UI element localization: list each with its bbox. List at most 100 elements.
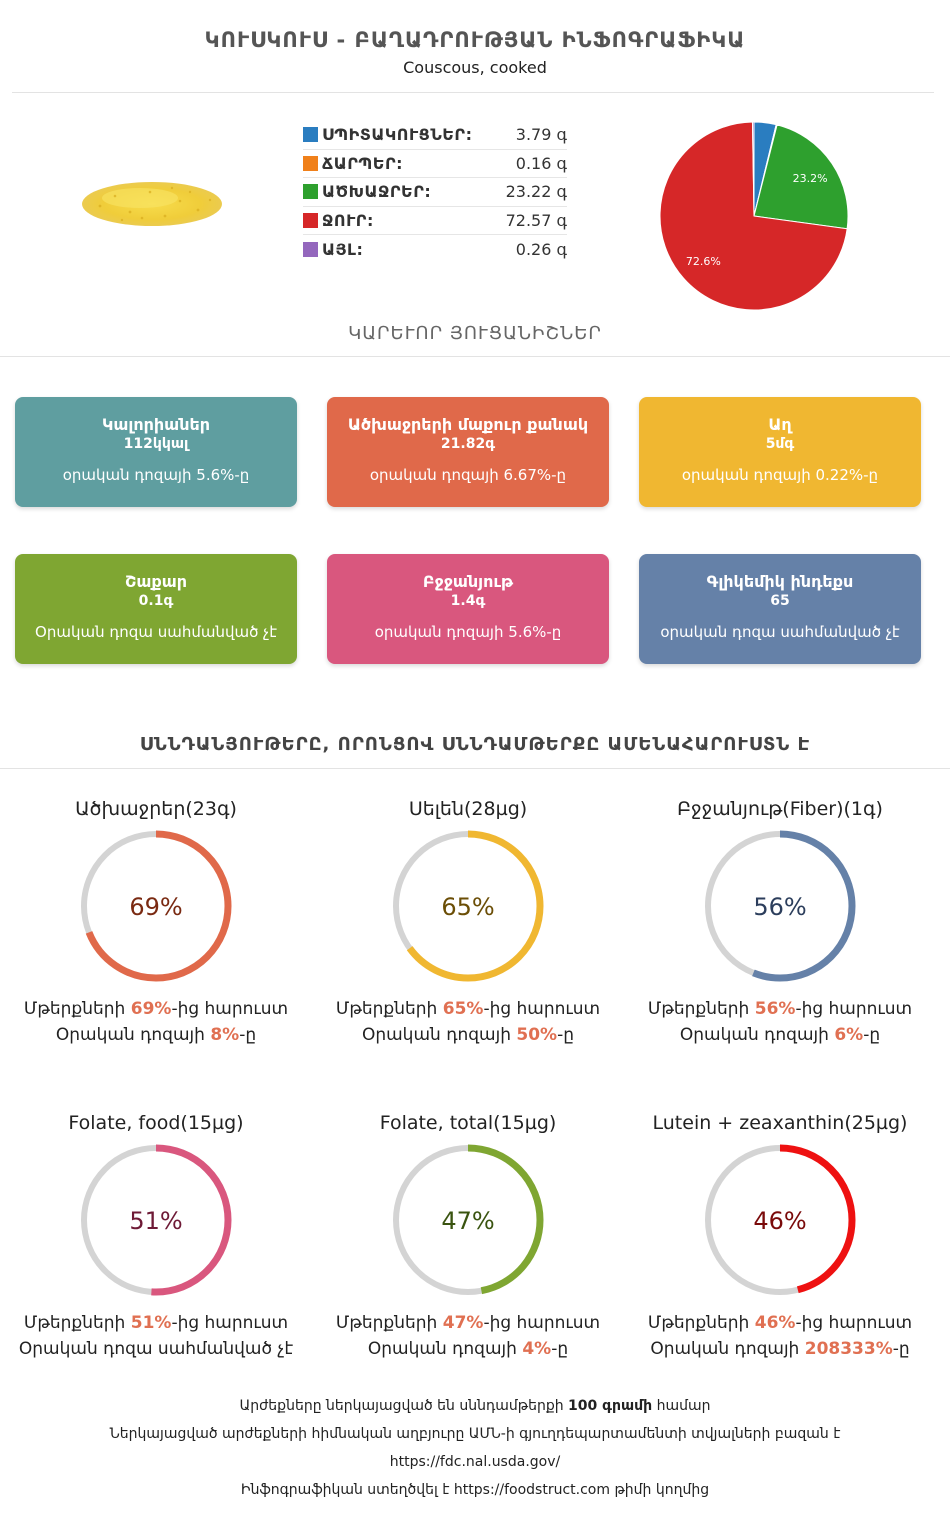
key-features-title: ԿԱՐԵՒՈՐ ՅՈՒՑԱՆԻՇՆԵՐ [348,323,602,344]
feature-card-note: օրական դոզայի 5.6%-ը [62,466,250,484]
nutrient-rank-text: Մթերքների [23,999,131,1019]
feature-card: Աղ 5մգ օրական դոզայի 0.22%-ը [639,397,921,507]
nutrient-daily-value: 208333% [804,1339,893,1359]
composition-row: ՃԱՐՊԵՐ: 0.16 գ [303,150,567,178]
feature-card-note: օրական դոզայի 5.6%-ը [374,623,562,641]
composition-label: ՃԱՐՊԵՐ: [322,153,404,173]
nutrient-name: Բջջանյութ(Fiber)(1գ) [677,798,883,820]
ring-progress [704,1144,856,1296]
page-subtitle: Couscous, cooked [403,58,547,77]
legend-swatch [303,155,318,171]
nutrient-daily-text: -ը [551,1339,569,1359]
ring-progress [80,1144,232,1296]
composition-pie-chart: 23.2% 72.6% [659,121,849,311]
footer-line-source: Ներկայացված արժեքների հիմնական աղբյուրը … [109,1426,841,1442]
nutrient-daily-text: Օրական դոզայի [679,1025,835,1045]
nutrient-daily-value: 8% [210,1025,240,1045]
pie-data-label: 72.6% [686,255,721,268]
nutrient-daily-text: Օրական դոզայի [55,1025,211,1045]
composition-row: ԱԾԽԱՋՐԵՐ: 23.22 գ [303,178,567,207]
legend-swatch [303,127,318,143]
feature-card-note: օրական դոզայի 6.67%-ը [369,466,567,484]
composition-row: ԱՅԼ: 0.26 գ [303,235,567,264]
feature-card-note: Օրական դոզա սահմանված չէ [35,623,277,641]
feature-card-note: օրական դոզայի 0.22%-ը [681,466,879,484]
nutrient-rank-value: 65% [442,999,484,1019]
composition-row: ՍՊԻՏԱԿՈՒՑՆԵՐ: 3.79 գ [303,121,567,150]
nutrient-item: Բջջանյութ(Fiber)(1գ) 56% Մթերքների 56%-ից … [630,798,930,1048]
feature-card-value: 112կկալ [123,436,189,452]
nutrient-rank-line: Մթերքների 56%-ից հարուստ [630,996,930,1022]
nutrient-daily-text: Օրական դոզայի [367,1339,523,1359]
feature-card-value: 5մգ [765,436,795,452]
composition-value: 0.26 գ [515,239,567,259]
feature-card-title: Գլիկեմիկ ինդեքս [706,572,854,591]
nutrient-daily-value: 4% [522,1339,552,1359]
nutrient-daily-line: Օրական դոզայի 208333%-ը [630,1336,930,1362]
nutrient-item: Folate, food(15µg) 51% Մթերքների 51%-ից հա… [6,1112,306,1362]
nutrient-rank-line: Մթերքների 65%-ից հարուստ [318,996,618,1022]
feature-card-note: օրական դոզա սահմանված չէ [660,623,900,641]
legend-swatch [303,212,318,228]
feature-card-title: Կալորիաներ [101,415,211,434]
nutrient-daily-text: -ը [892,1339,910,1359]
ring-percent: 46% [753,1207,806,1235]
footer-source-link[interactable]: https://fdc.nal.usda.gov/ [389,1454,561,1470]
nutrient-rank-text: -ից հարուստ [171,1313,289,1333]
nutrient-rank-text: -ից հարուստ [795,1313,913,1333]
nutrient-rank-text: -ից հարուստ [795,999,913,1019]
nutrient-rank-value: 69% [130,999,172,1019]
footer-line-credit: Ինֆոգրաֆիկան ստեղծվել է https://foodstru… [0,1476,950,1504]
legend-swatch [303,184,318,200]
nutrient-rank-value: 47% [442,1313,484,1333]
feature-card-value: 0.1գ [138,593,174,609]
nutrient-daily-line: Օրական դոզա սահմանված չէ [6,1336,306,1362]
header: ԿՈՒՍԿՈՒՍ - ԲԱՂԱԴՐՈՒԹՅԱՆ ԻՆՖՈԳՐԱՖԻԿԱ Cous… [0,28,950,77]
nutrient-ring: 47% [392,1144,544,1296]
nutrient-daily-text: Օրական դոզայի [361,1025,517,1045]
nutrient-daily-text: Օրական դոզա սահմանված չէ [18,1339,294,1359]
ring-percent: 56% [753,893,806,921]
feature-card-title: Շաքար [124,572,187,591]
nutrient-rank-value: 56% [754,999,796,1019]
ring-progress [392,1144,544,1296]
feature-card: Կալորիաներ 112կկալ օրական դոզայի 5.6%-ը [15,397,297,507]
nutrient-daily-value: 50% [516,1025,558,1045]
nutrient-daily-text: Օրական դոզայի [650,1339,805,1359]
feature-card-value: 65 [770,593,790,609]
nutrients-title: ՍՆՆԴԱՆՅՈՒԹԵՐԸ, ՈՐՈՆՑՈՎ ՍՆՆԴԱՄԹԵՐՔԸ ԱՄԵՆԱ… [139,734,811,755]
divider [12,92,934,93]
nutrient-rank-text: Մթերքների [335,999,443,1019]
composition-label: ԱՅԼ: [322,239,364,259]
ring-percent: 47% [441,1207,494,1235]
nutrient-rank-text: Մթերքների [647,1313,755,1333]
footer-text: Արժեքները ներկայացված են սննդամթերքի [239,1398,569,1414]
ring-progress [80,830,232,982]
nutrient-rank-line: Մթերքների 46%-ից հարուստ [630,1310,930,1336]
composition-label: ԱԾԽԱՋՐԵՐ: [322,182,432,202]
nutrient-rank-line: Մթերքների 47%-ից հարուստ [318,1310,618,1336]
page-title: ԿՈՒՍԿՈՒՍ - ԲԱՂԱԴՐՈՒԹՅԱՆ ԻՆՖՈԳՐԱՖԻԿԱ [204,28,746,52]
nutrient-rank-text: -ից հարուստ [483,999,601,1019]
nutrient-ring: 69% [80,830,232,982]
ring-progress [392,830,544,982]
footer: Արժեքները ներկայացված են սննդամթերքի 100… [0,1392,950,1504]
nutrient-daily-line: Օրական դոզայի 6%-ը [630,1022,930,1048]
composition-value: 72.57 գ [505,210,567,230]
feature-card: Գլիկեմիկ ինդեքս 65 օրական դոզա սահմանված չ… [639,554,921,664]
nutrient-name: Ածխաջրեր(23գ) [75,798,237,820]
divider [0,768,950,769]
footer-credit-link[interactable]: https://foodstruct.com [453,1482,610,1498]
nutrient-item: Folate, total(15µg) 47% Մթերքների 47%-ից հ… [318,1112,618,1362]
footer-text: Ինֆոգրաֆիկան ստեղծվել է [240,1482,454,1498]
footer-text: թիմի կողմից [610,1482,710,1498]
nutrient-ring: 46% [704,1144,856,1296]
composition-label: ՍՊԻՏԱԿՈՒՑՆԵՐ: [322,125,473,145]
nutrient-item: Lutein + zeaxanthin(25µg) 46% Մթերքների 46… [630,1112,930,1362]
feature-card-value: 1.4գ [450,593,486,609]
feature-card-title: Աղ [768,415,792,434]
nutrient-rank-line: Մթերքների 69%-ից հարուստ [6,996,306,1022]
nutrient-item: Ածխաջրեր(23գ) 69% Մթերքների 69%-ից հարուստ… [6,798,306,1048]
feature-card: Շաքար 0.1գ Օրական դոզա սահմանված չէ [15,554,297,664]
nutrient-rank-text: Մթերքների [335,1313,443,1333]
